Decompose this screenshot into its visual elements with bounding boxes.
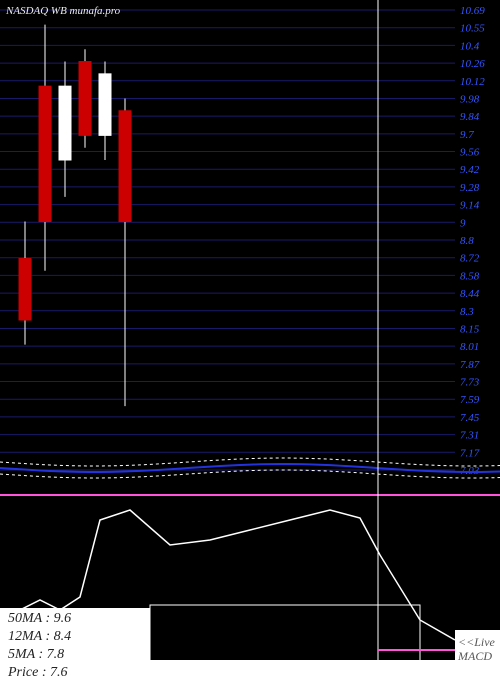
stock-chart: 10.69 10.55 10.4 10.26 10.12 9.98 9.84 9.7 9.56 9… [0,0,500,700]
y-tick-label: 9.98 [460,93,480,105]
plot-background [0,0,500,660]
y-tick-label: 7.87 [460,359,480,371]
y-tick-label: 7.73 [460,377,480,389]
stat-line: 50MA : 9.6 [8,611,71,626]
candle-body [19,258,31,320]
y-tick-label: 10.4 [460,40,480,52]
chart-title: NASDAQ WB munafa.pro [5,5,121,17]
y-tick-label: 8.15 [460,323,480,335]
y-tick-label: 10.12 [460,76,485,88]
y-tick-label: 8.01 [460,341,479,353]
side-label-2: MACD [457,649,492,663]
stat-line: 12MA : 8.4 [8,629,71,644]
y-tick-label: 10.26 [460,58,485,70]
y-tick-label: 8.72 [460,253,480,265]
y-tick-label: 8.3 [460,306,474,318]
candle-body [119,111,131,222]
y-tick-label: 7.45 [460,412,480,424]
y-tick-label: 9.28 [460,182,480,194]
chart-svg: 10.69 10.55 10.4 10.26 10.12 9.98 9.84 9.7 9.56 9… [0,0,500,700]
candle-body [99,74,111,136]
candle-body [59,86,71,160]
y-tick-label: 8.58 [460,270,480,282]
y-tick-label: 7.17 [460,447,480,459]
y-tick-label: 8.8 [460,235,474,247]
y-tick-label: 8.44 [460,288,480,300]
candle-body [39,86,51,221]
y-tick-label: 9.84 [460,111,480,123]
stat-line: Price : 7.6 [7,665,67,680]
bottom-bg [0,660,500,700]
y-tick-label: 9.14 [460,200,480,212]
y-tick-label: 7.59 [460,394,480,406]
candle-body [79,62,91,136]
y-tick-label: 7.31 [460,430,479,442]
side-label-1: <<Live [458,635,496,649]
y-tick-label: 9 [460,217,466,229]
y-tick-label: 9.56 [460,147,480,159]
stat-line: 5MA : 7.8 [8,647,64,662]
y-tick-label: 10.55 [460,23,485,35]
y-tick-label: 10.69 [460,5,485,17]
y-tick-label: 9.42 [460,164,480,176]
y-tick-label: 9.7 [460,129,474,141]
